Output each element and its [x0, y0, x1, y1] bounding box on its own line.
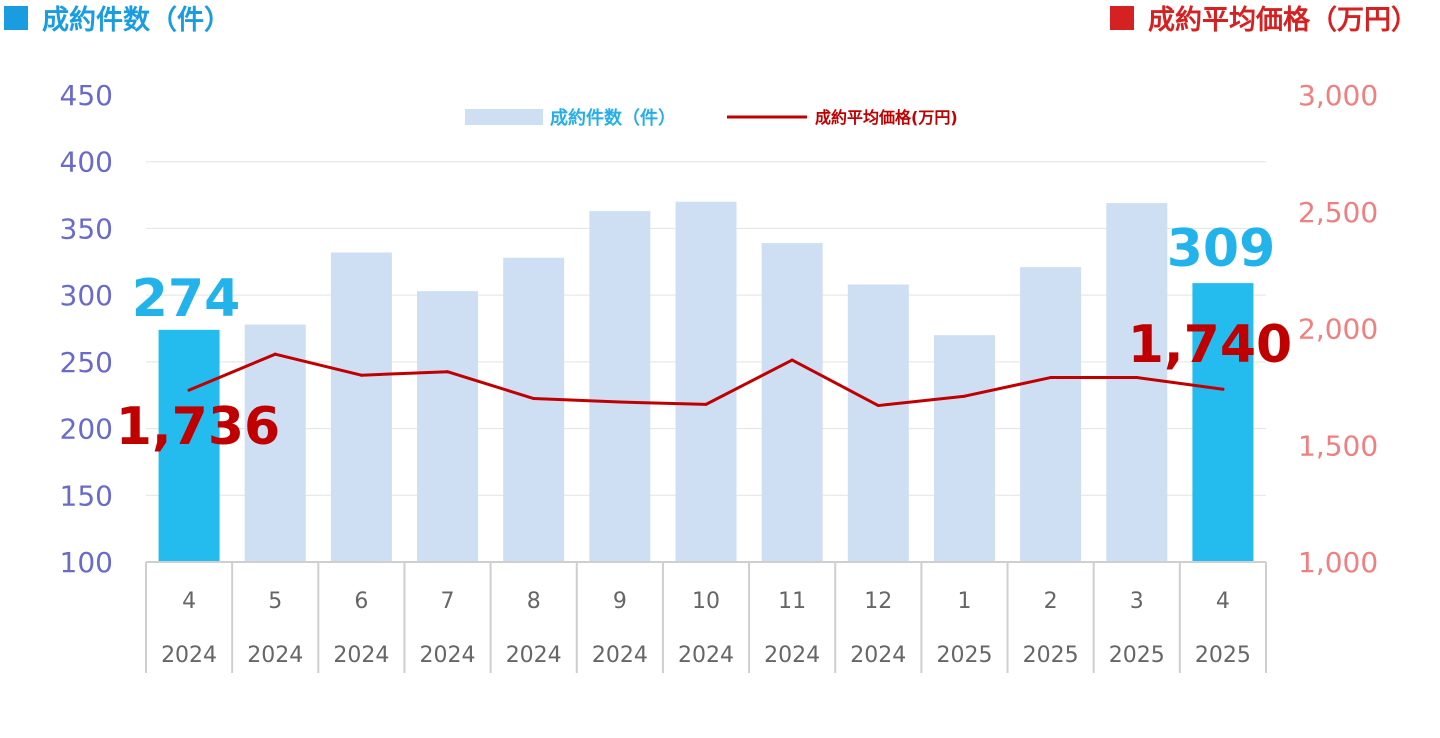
x-axis-month-label: 8: [527, 589, 541, 614]
callout-last-count: 309: [1167, 219, 1276, 279]
line-point: [962, 394, 966, 398]
x-axis-year-label: 2024: [247, 643, 303, 668]
right-axis: 3,000 2,500 2,000 1,500 1,000: [1298, 79, 1378, 579]
x-axis-month-label: 4: [1216, 589, 1230, 614]
left-axis-title: 成約件数（件）: [42, 4, 231, 36]
x-axis-month-label: 4: [182, 589, 196, 614]
x-axis-year-label: 2024: [678, 643, 734, 668]
line-point: [704, 402, 708, 406]
x-axis-year-label: 2024: [592, 643, 648, 668]
x-axis-year-label: 2024: [161, 643, 217, 668]
right-axis-tick-label: 2,000: [1298, 313, 1378, 346]
callout-first-count: 274: [132, 269, 241, 329]
left-axis-tick-label: 100: [60, 546, 113, 579]
line-point: [273, 352, 277, 356]
line-point: [876, 404, 880, 408]
bar: [847, 284, 909, 562]
x-axis-year-label: 2024: [333, 643, 389, 668]
x-axis-month-label: 9: [613, 589, 627, 614]
x-axis-month-label: 6: [354, 589, 368, 614]
x-axis-month-label: 2: [1044, 589, 1058, 614]
line-point: [187, 388, 191, 392]
line-point: [618, 400, 622, 404]
right-axis-tick-label: 2,500: [1298, 196, 1378, 229]
left-axis-tick-label: 350: [60, 212, 113, 245]
left-axis-tick-label: 400: [60, 146, 113, 179]
bar: [330, 252, 392, 562]
x-axis-year-label: 2025: [936, 643, 992, 668]
left-title-marker: [4, 6, 28, 30]
left-axis-tick-label: 450: [60, 79, 113, 112]
legend-bars-label: 成約件数（件）: [550, 107, 676, 129]
bar: [1106, 203, 1168, 562]
bar: [417, 291, 479, 562]
left-axis: 450 400 350 300 250 200 150 100: [60, 79, 113, 579]
legend-line-label: 成約平均価格(万円): [815, 108, 958, 127]
x-axis-month-label: 10: [692, 589, 720, 614]
x-axis-month-label: 7: [441, 589, 455, 614]
bar-series: [158, 201, 1254, 562]
bar: [589, 211, 651, 562]
right-axis-title: 成約平均価格（万円）: [1148, 4, 1418, 36]
x-axis-year-label: 2025: [1195, 643, 1251, 668]
x-axis: 4 2024 5 2024 6 2024 7 2024 8 2024 9 2024 10 2024 11 20…: [145, 561, 1267, 673]
callout-first-price: 1,736: [116, 397, 280, 457]
callout-last-price: 1,740: [1128, 315, 1292, 375]
x-axis-month-label: 1: [957, 589, 971, 614]
line-point: [790, 358, 794, 362]
left-axis-tick-label: 150: [60, 479, 113, 512]
x-axis-year-label: 2025: [1109, 643, 1165, 668]
right-axis-tick-label: 3,000: [1298, 79, 1378, 112]
x-axis-month-label: 5: [268, 589, 282, 614]
bar: [761, 243, 823, 562]
line-point: [359, 373, 363, 377]
right-axis-tick-label: 1,000: [1298, 546, 1378, 579]
x-axis-month-label: 3: [1130, 589, 1144, 614]
line-point: [1221, 387, 1225, 391]
line-point: [532, 397, 536, 401]
bar: [158, 329, 220, 562]
right-axis-tick-label: 1,500: [1298, 429, 1378, 462]
bar: [675, 201, 737, 562]
bar: [1020, 267, 1082, 562]
x-axis-year-label: 2024: [764, 643, 820, 668]
x-axis-month-label: 12: [864, 589, 892, 614]
right-title-marker: [1110, 6, 1134, 30]
legend-bars-swatch: [465, 109, 543, 125]
x-axis-year-label: 2025: [1023, 643, 1079, 668]
x-axis-year-label: 2024: [850, 643, 906, 668]
bar: [933, 335, 995, 562]
line-point: [1049, 376, 1053, 380]
x-axis-month-label: 11: [778, 589, 806, 614]
x-axis-year-label: 2024: [420, 643, 476, 668]
left-axis-tick-label: 250: [60, 346, 113, 379]
left-axis-tick-label: 200: [60, 413, 113, 446]
line-point: [446, 370, 450, 374]
left-axis-tick-label: 300: [60, 279, 113, 312]
bar: [503, 257, 565, 562]
bar: [1192, 283, 1254, 562]
line-point: [1135, 376, 1139, 380]
x-axis-year-label: 2024: [506, 643, 562, 668]
line-series: [187, 352, 1225, 408]
